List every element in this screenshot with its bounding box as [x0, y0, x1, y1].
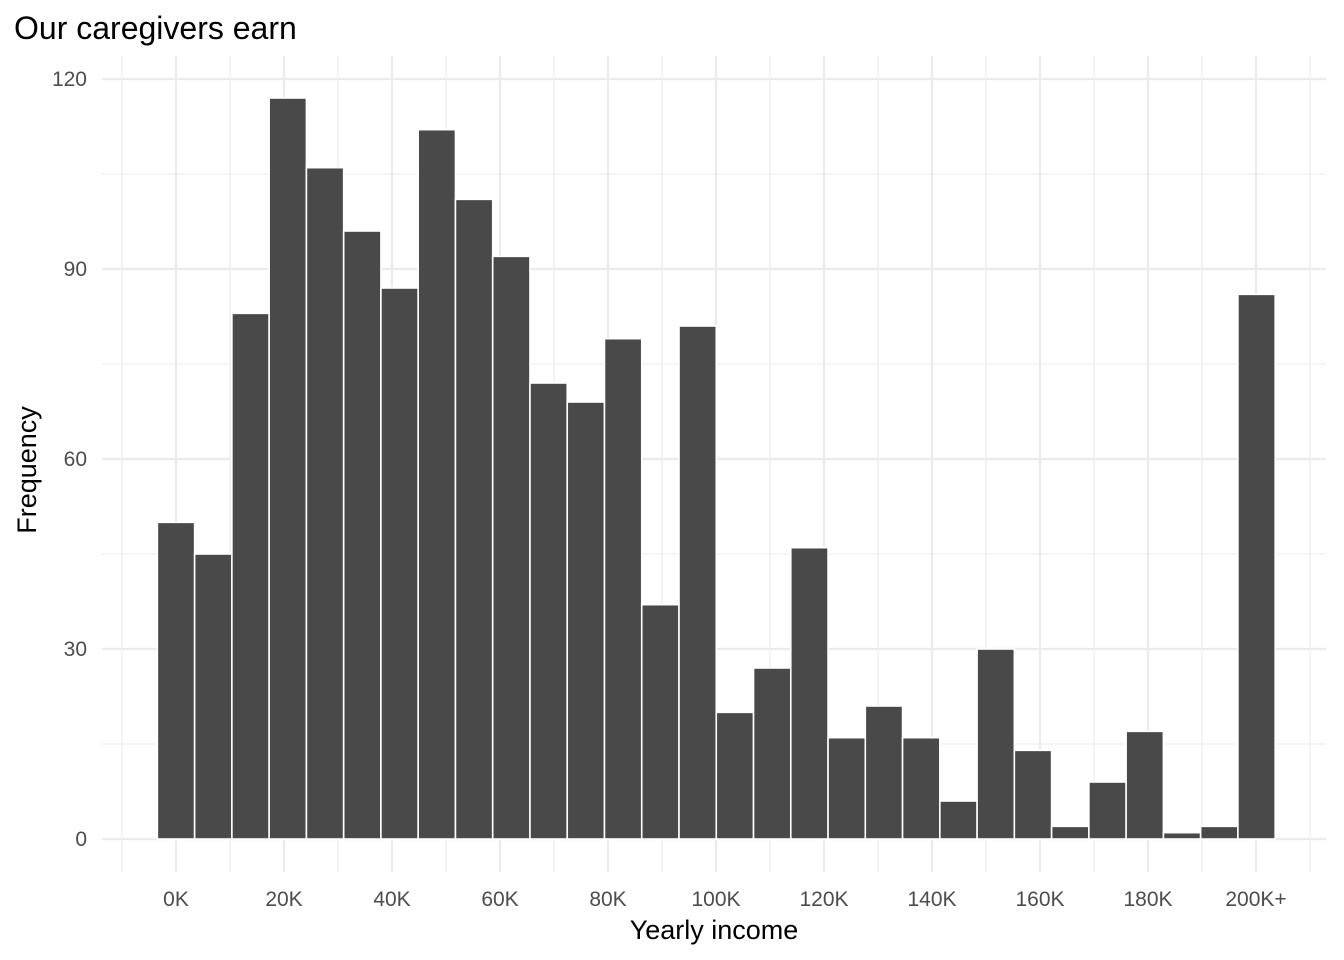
x-tick-label: 100K	[691, 888, 740, 911]
histogram-bar	[305, 166, 345, 840]
histogram-bars	[156, 97, 1276, 840]
histogram-bar	[1088, 781, 1127, 840]
x-tick-label: 0K	[163, 888, 189, 911]
x-tick-label: 80K	[589, 888, 626, 911]
histogram-bar	[1162, 831, 1202, 840]
y-tick-label: 0	[75, 828, 87, 851]
x-axis-title: Yearly income	[630, 915, 799, 945]
histogram-bar	[417, 128, 457, 840]
histogram-bar	[678, 325, 718, 840]
chart-title: Our caregivers earn	[14, 10, 297, 46]
histogram-bar	[1125, 730, 1165, 840]
y-tick-label: 60	[64, 448, 87, 471]
histogram-bar	[380, 287, 419, 840]
x-tick-label: 200K+	[1225, 888, 1286, 911]
x-tick-label: 140K	[907, 888, 956, 911]
histogram-bar	[454, 198, 494, 840]
x-tick-label: 160K	[1015, 888, 1064, 911]
histogram-bar	[827, 736, 867, 840]
y-tick-label: 120	[52, 68, 87, 91]
x-tick-label: 20K	[265, 888, 302, 911]
histogram-bar	[566, 401, 606, 840]
x-axis-tick-labels: 0K 20K 40K 60K 80K 100K 120K 140K 160K 180K 200K+	[163, 888, 1287, 911]
histogram-bar	[752, 667, 792, 840]
histogram-bar	[1013, 749, 1053, 840]
histogram-bar	[789, 546, 829, 840]
histogram-bar	[640, 603, 680, 840]
histogram-bar	[901, 736, 941, 840]
x-tick-label: 40K	[373, 888, 410, 911]
x-tick-label: 120K	[799, 888, 848, 911]
y-axis-title: Frequency	[12, 406, 42, 534]
histogram-bar	[193, 553, 233, 840]
histogram-bar	[268, 97, 308, 840]
histogram-bar	[1199, 825, 1239, 840]
histogram-bar	[1237, 293, 1276, 840]
histogram-bar	[231, 312, 270, 840]
histogram-bar	[491, 255, 531, 840]
histogram-bar	[529, 382, 569, 840]
histogram-bar	[1050, 825, 1090, 840]
y-axis-tick-labels: 0 30 60 90 120	[52, 68, 87, 851]
histogram-bar	[864, 705, 904, 840]
x-tick-label: 180K	[1123, 888, 1172, 911]
histogram-bar	[342, 230, 382, 840]
y-tick-label: 90	[64, 258, 87, 281]
histogram-bar	[976, 648, 1016, 840]
histogram-bar	[939, 800, 978, 840]
y-tick-label: 30	[64, 638, 87, 661]
histogram-bar	[603, 337, 643, 840]
histogram-bar	[715, 711, 755, 840]
histogram-bar	[156, 521, 196, 840]
x-tick-label: 60K	[481, 888, 518, 911]
